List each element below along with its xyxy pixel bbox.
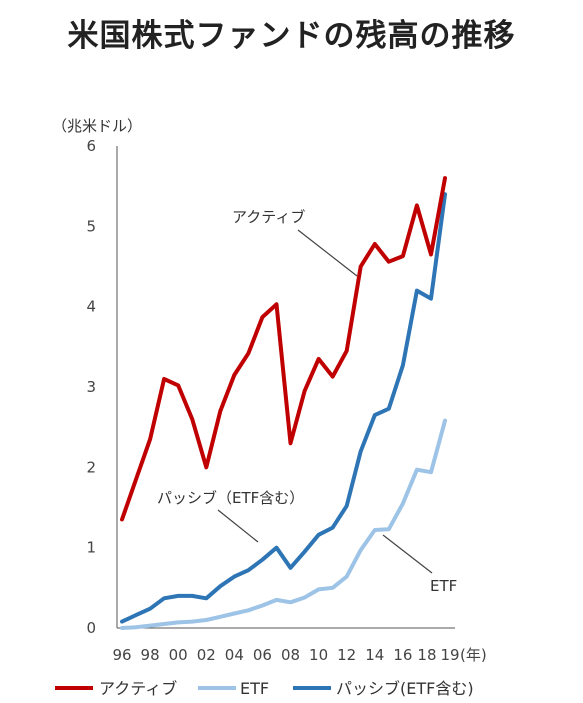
legend-label: ETF [240,679,269,698]
legend: アクティブ ETF パッシブ(ETF含む) [55,679,474,698]
x-tick-label: 02 [197,646,216,664]
legend-label: アクティブ [99,679,177,698]
x-tick-label: 14 [365,646,384,664]
series-line-2 [120,192,447,624]
y-tick-label: 2 [86,458,96,476]
y-tick-label: 1 [86,539,96,557]
series-lines [120,176,447,630]
chart-title: 米国株式ファンドの残高の推移 [67,18,516,54]
y-tick-label: 5 [86,217,96,235]
y-tick-label: 4 [86,298,96,316]
annotation-leader-line [297,229,358,277]
annotation-label: パッシブ（ETF含む） [157,489,304,507]
y-tick-label: 0 [86,619,96,637]
annotation-leader-line [382,534,433,574]
x-tick-label: 98 [141,646,160,664]
series-line-1 [120,418,447,630]
x-tick-label: 10 [309,646,328,664]
legend-label: パッシブ(ETF含む) [336,679,474,698]
series-line-0 [120,176,447,522]
x-tick-label: 96 [112,646,131,664]
x-tick-label: 16 [393,646,412,664]
x-tick-label: 19 [440,646,459,664]
x-tick-label: 08 [281,646,300,664]
x-tick-label: 18 [417,646,436,664]
y-axis-unit-label: （兆米ドル） [52,117,142,135]
x-tick-label: 06 [253,646,272,664]
x-tick-label: 12 [337,646,356,664]
x-axis-unit-label: (年) [460,646,487,664]
annotation-label: ETF [430,577,457,595]
y-tick-label: 3 [86,378,96,396]
annotation-leader-line [217,509,259,543]
x-tick-label: 04 [225,646,244,664]
annotation-label: アクティブ [232,208,305,226]
x-tick-label: 00 [169,646,188,664]
y-tick-label: 6 [86,137,96,155]
